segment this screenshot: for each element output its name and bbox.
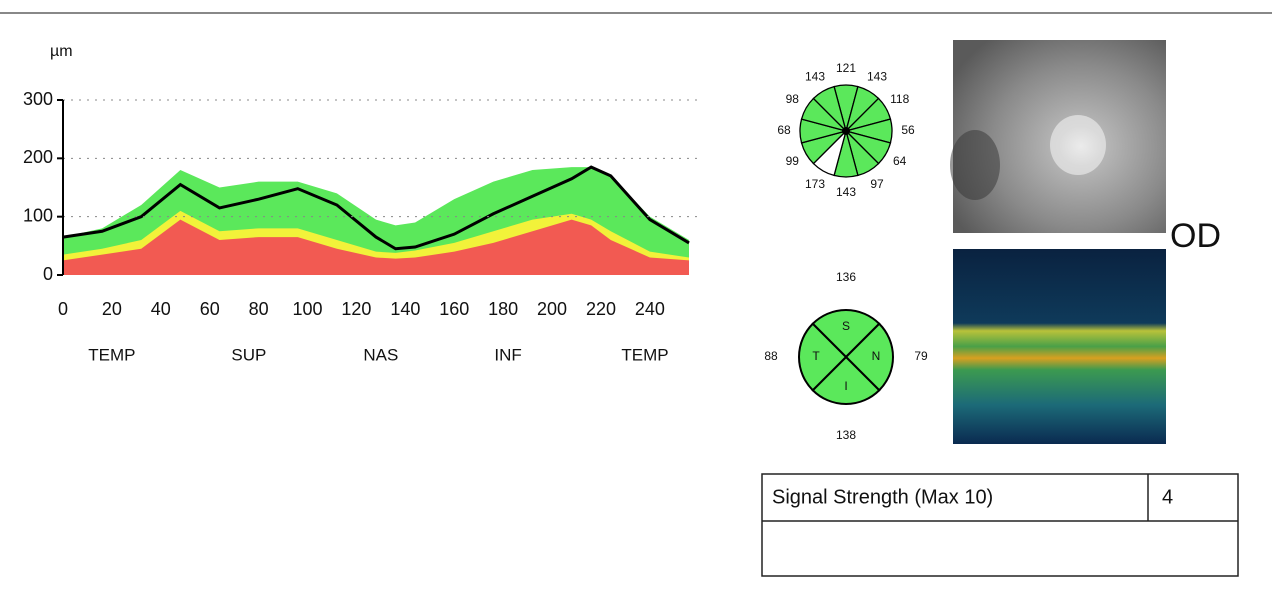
x-tick-label: 140 [390,299,420,319]
clock-value: 143 [805,69,825,83]
x-tick-label: 240 [635,299,665,319]
table-cell: Signal Strength (Max 10) [772,486,993,508]
region-label: NAS [363,345,398,364]
quadrant-letter: I [844,379,847,393]
y-axis-label: µm [50,43,73,60]
table-cell: 4 [1162,486,1173,508]
page: µm OD Signal Strength (Max 10) 4 0100200… [0,0,1272,584]
macula [950,130,1000,200]
clock-value: 118 [890,92,909,106]
x-tick-label: 160 [439,299,469,319]
clock-value: 97 [870,177,884,191]
quadrant-letter: N [872,349,881,363]
clock-value: 64 [893,154,907,168]
clock-value: 68 [777,123,791,137]
region-label: TEMP [88,345,135,364]
clock-value: 173 [805,177,825,191]
quadrant-letter: T [812,349,820,363]
x-tick-label: 80 [249,299,269,319]
x-tick-label: 120 [341,299,371,319]
quadrant-value: 136 [836,270,856,284]
optic-disc [1050,115,1106,175]
region-label: TEMP [621,345,668,364]
x-tick-label: 40 [151,299,171,319]
x-tick-label: 220 [586,299,616,319]
y-tick-label: 200 [23,147,53,167]
region-label: SUP [231,345,266,364]
region-label: INF [494,345,521,364]
clock-value: 143 [867,69,887,83]
y-tick-label: 100 [23,205,53,225]
clock-center [842,127,850,135]
quadrant-letter: S [842,319,850,333]
quadrant-value: 138 [836,428,856,442]
oct-scan-image [953,249,1166,444]
clock-value: 98 [786,92,800,106]
y-tick-label: 300 [23,89,53,109]
quadrant-value: 88 [764,349,778,363]
clock-value: 143 [836,185,856,199]
x-tick-label: 20 [102,299,122,319]
x-tick-label: 180 [488,299,518,319]
clock-value: 121 [836,61,856,75]
x-tick-label: 60 [200,299,220,319]
x-tick-label: 100 [293,299,323,319]
clock-value: 56 [901,123,915,137]
clock-value: 99 [786,154,800,168]
quadrant-value: 79 [914,349,928,363]
x-tick-label: 0 [58,299,68,319]
x-tick-label: 200 [537,299,567,319]
eye-label: OD [1170,217,1221,255]
y-tick-label: 0 [43,264,53,284]
